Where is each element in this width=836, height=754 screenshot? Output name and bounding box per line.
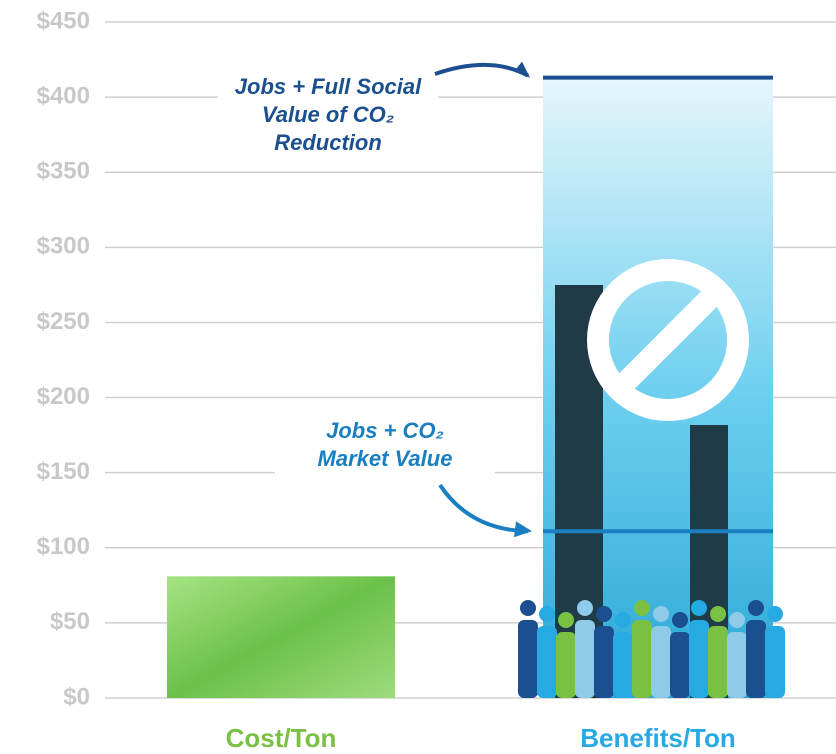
y-tick-label: $450 bbox=[37, 7, 90, 34]
person-head bbox=[615, 612, 631, 628]
prohibition-slash bbox=[610, 282, 726, 398]
person-body bbox=[670, 632, 690, 698]
person-body bbox=[727, 632, 747, 698]
person-body bbox=[632, 620, 652, 698]
prohibition-sign bbox=[587, 259, 749, 421]
annotation-bg bbox=[275, 416, 495, 476]
y-tick-label: $100 bbox=[37, 533, 90, 560]
y-tick-label: $250 bbox=[37, 308, 90, 335]
annotation-bg bbox=[218, 72, 438, 160]
annotation-arrow bbox=[438, 483, 529, 534]
person-body bbox=[518, 620, 538, 698]
annotation-text: Value of CO₂ bbox=[262, 102, 394, 127]
person-body bbox=[708, 626, 728, 698]
person-head bbox=[634, 600, 650, 616]
person-head bbox=[729, 612, 745, 628]
annotation-text: Jobs + CO₂ bbox=[326, 418, 444, 443]
person-body bbox=[613, 632, 633, 698]
person-head bbox=[520, 600, 536, 616]
y-tick-label: $300 bbox=[37, 233, 90, 260]
person-head bbox=[691, 600, 707, 616]
person-head bbox=[539, 606, 555, 622]
person-head bbox=[558, 612, 574, 628]
person-head bbox=[596, 606, 612, 622]
person-body bbox=[575, 620, 595, 698]
x-tick-label: Benefits/Ton bbox=[580, 723, 736, 753]
person-head bbox=[653, 606, 669, 622]
annotation-text: Jobs + Full Social bbox=[235, 74, 422, 99]
person-body bbox=[746, 620, 766, 698]
person-body bbox=[689, 620, 709, 698]
person-body bbox=[651, 626, 671, 698]
person-head bbox=[672, 612, 688, 628]
person-head bbox=[767, 606, 783, 622]
y-tick-label: $50 bbox=[50, 608, 90, 635]
annotation-text: Reduction bbox=[274, 130, 382, 155]
y-tick-label: $0 bbox=[63, 683, 90, 710]
person-body bbox=[537, 626, 557, 698]
person-body bbox=[556, 632, 576, 698]
person-head bbox=[748, 600, 764, 616]
y-tick-label: $150 bbox=[37, 458, 90, 485]
bar bbox=[167, 576, 395, 698]
annotation-arrow bbox=[434, 62, 529, 78]
arrow-head bbox=[514, 61, 530, 78]
y-tick-label: $200 bbox=[37, 383, 90, 410]
bar-decoration bbox=[518, 259, 785, 698]
person-head bbox=[710, 606, 726, 622]
y-tick-label: $350 bbox=[37, 158, 90, 185]
y-tick-label: $400 bbox=[37, 82, 90, 109]
person-head bbox=[577, 600, 593, 616]
arrow-head bbox=[514, 521, 532, 538]
person-body bbox=[765, 626, 785, 698]
person-body bbox=[594, 626, 614, 698]
x-tick-label: Cost/Ton bbox=[226, 723, 337, 753]
annotation-text: Market Value bbox=[318, 446, 453, 471]
